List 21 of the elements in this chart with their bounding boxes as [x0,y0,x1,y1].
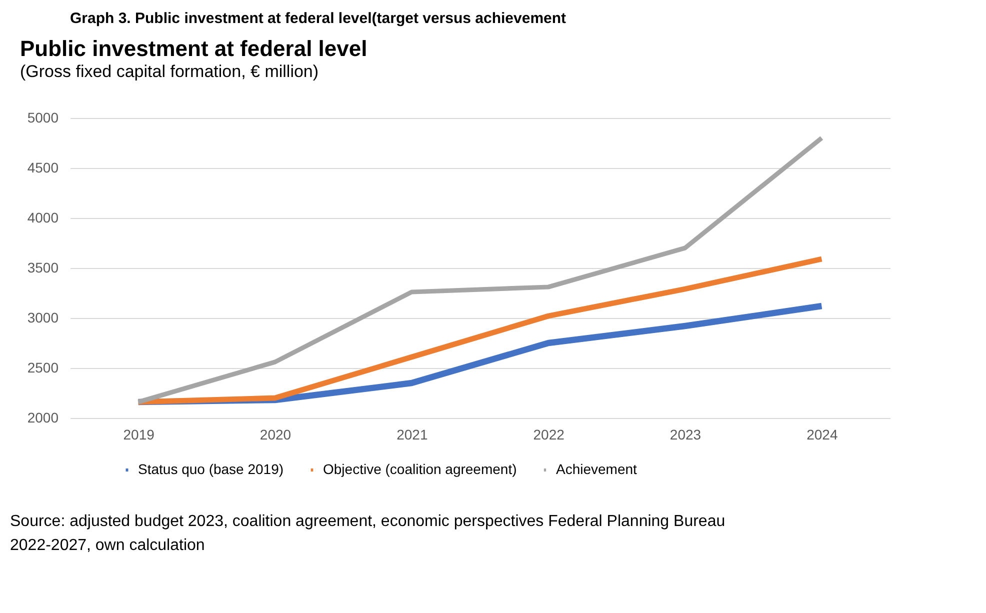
y-tick-label: 3500 [27,260,59,276]
y-tick-label: 5000 [27,110,59,126]
legend-label: Achievement [556,461,638,477]
line-series [136,136,824,404]
y-tick-label: 4000 [27,210,59,226]
legend-label: Status quo (base 2019) [138,461,284,477]
x-tick-label: 2023 [670,426,702,442]
caption: Graph 3. Public investment at federal level(target versus achievement [70,10,566,27]
x-tick-label: 2020 [260,426,292,442]
x-tick-label: 2024 [806,426,838,442]
chart-title: Public investment at federal level [20,36,368,61]
y-tick-label: 2000 [27,410,59,426]
legend-label: Objective (coalition agreement) [323,461,517,477]
source-note: Source: adjusted budget 2023, coalition agreement, economic perspectives Federal Planning Bureau 2022-2027, own calculation [10,513,726,554]
x-tick-label: 2021 [396,426,428,442]
y-tick-label: 4500 [27,160,59,176]
x-tick-label: 2022 [533,426,565,442]
y-tick-label: 2500 [27,360,59,376]
y-tick-label: 3000 [27,310,59,326]
chart-subtitle: (Gross fixed capital formation, € million) [20,62,319,81]
x-tick-label: 2019 [123,426,155,442]
